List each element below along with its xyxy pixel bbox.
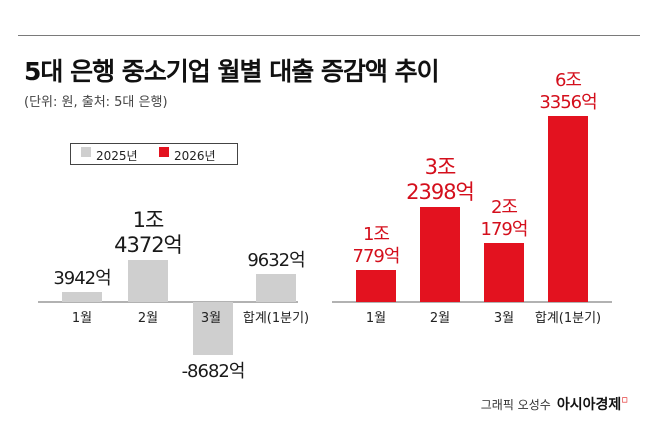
bar-2026-1 <box>356 270 396 302</box>
legend-swatch-2026 <box>159 147 169 157</box>
value-label-2025-2-line2: 4372억 <box>114 233 182 257</box>
value-label-2025-3-line1: -8682억 <box>182 361 245 382</box>
value-label-2026-1-line1: 1조 <box>363 224 389 245</box>
chart-subtitle: (단위: 원, 출처: 5대 은행) <box>24 95 168 110</box>
value-label-2026-3-line2: 179억 <box>481 219 528 240</box>
value-label-2026-2-line2: 2398억 <box>406 180 474 204</box>
category-label-2025-1: 1월 <box>72 311 92 326</box>
footer: 그래픽 오성수 아시아경제▫ <box>481 394 628 414</box>
legend: 2025년 2026년 <box>70 143 238 165</box>
graphic-credit: 그래픽 오성수 <box>480 398 551 412</box>
chart-title: 5대 은행 중소기업 월별 대출 증감액 추이 <box>24 57 440 86</box>
brand-logo: 아시아경제 <box>556 397 622 413</box>
value-label-2025-2-line1: 1조 <box>133 208 164 232</box>
bar-2025-2 <box>128 260 168 302</box>
category-label-2026-4: 합계(1분기) <box>535 311 601 326</box>
brand-mark-icon: ▫ <box>621 394 628 406</box>
value-label-2025-1-line1: 3942억 <box>53 268 110 289</box>
bar-2026-4 <box>548 116 588 302</box>
value-label-2026-1-line2: 779억 <box>353 246 400 267</box>
bar-2025-3 <box>193 302 233 355</box>
top-rule <box>18 35 640 36</box>
value-label-2026-3-line1: 2조 <box>491 197 517 218</box>
category-label-2026-1: 1월 <box>366 311 386 326</box>
value-label-2026-2-line1: 3조 <box>425 155 456 179</box>
value-label-2026-4-line1: 6조 <box>555 70 581 91</box>
category-label-2025-2: 2월 <box>138 311 158 326</box>
bar-2025-4 <box>256 274 296 302</box>
value-label-2026-4-line2: 3356억 <box>539 92 596 113</box>
legend-label-2025: 2025년 <box>96 149 138 163</box>
legend-label-2026: 2026년 <box>174 149 216 163</box>
legend-swatch-2025 <box>81 147 91 157</box>
category-label-2026-3: 3월 <box>494 311 514 326</box>
category-label-2026-2: 2월 <box>430 311 450 326</box>
value-label-2025-4-line1: 9632억 <box>247 250 304 271</box>
bar-2026-2 <box>420 207 460 302</box>
bar-2025-1 <box>62 292 102 302</box>
category-label-2025-4: 합계(1분기) <box>243 311 309 326</box>
bar-2026-3 <box>484 243 524 302</box>
category-label-2025-3: 3월 <box>201 311 221 326</box>
